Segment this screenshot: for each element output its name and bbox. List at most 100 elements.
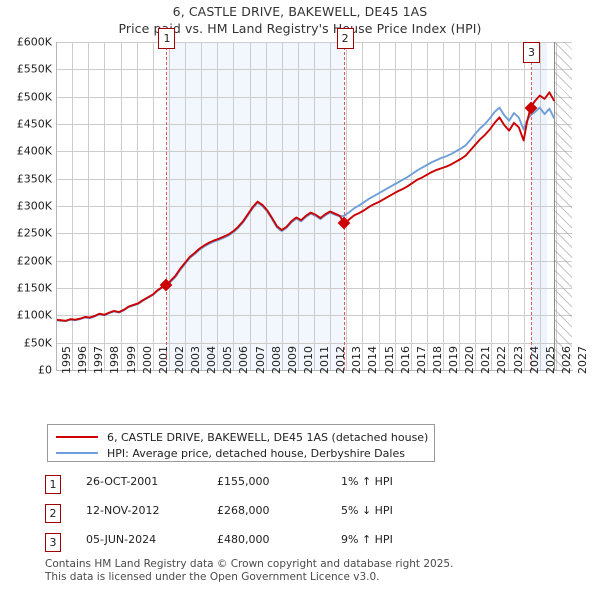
gridline-vertical (426, 42, 428, 370)
legend-item-0: 6, CASTLE DRIVE, BAKEWELL, DE45 1AS (det… (56, 428, 428, 446)
row-hpi-delta: 5% ↓ HPI (341, 504, 393, 517)
table-row[interactable]: 3 05-JUN-2024 £480,000 9% ↑ HPI (45, 533, 465, 553)
gridline-vertical (88, 42, 90, 370)
row-sale-date: 12-NOV-2012 (86, 504, 160, 517)
gridline-vertical (330, 42, 332, 370)
chart-area (56, 42, 572, 370)
gridline-vertical (281, 42, 283, 370)
sale-marker-badge-3[interactable]: 3 (523, 42, 541, 63)
row-sale-date: 05-JUN-2024 (86, 533, 157, 546)
y-axis-tick-label: £500K (16, 90, 52, 104)
gridline-vertical (378, 42, 380, 370)
x-axis-tick-label: 2021 (479, 346, 493, 374)
x-axis-tick-label: 1995 (60, 346, 73, 374)
y-axis-tick-label: £300K (16, 199, 52, 213)
sale-marker-badge-2[interactable]: 2 (336, 28, 354, 49)
row-marker-badge[interactable]: 2 (45, 504, 61, 523)
row-hpi-delta: 1% ↑ HPI (341, 475, 393, 488)
x-axis-tick-label: 1998 (108, 346, 122, 374)
y-axis-tick-label: £550K (16, 62, 52, 76)
x-axis-tick-label: 1997 (92, 346, 106, 374)
x-axis-tick-label: 2027 (576, 346, 589, 374)
y-axis-tick-label: £150K (16, 281, 52, 295)
x-axis-tick-label: 2026 (559, 346, 573, 374)
gridline-vertical (491, 42, 493, 370)
x-axis-tick-label: 2023 (511, 346, 525, 374)
gridline-vertical (410, 42, 412, 370)
footer-attribution: Contains HM Land Registry data © Crown c… (45, 558, 565, 584)
gridline-vertical (152, 42, 154, 370)
x-axis-tick-label: 2009 (285, 346, 299, 374)
gridline-vertical (249, 42, 251, 370)
x-axis-tick-label: 1999 (124, 346, 138, 374)
row-marker-badge[interactable]: 1 (45, 475, 61, 494)
gridline-vertical (136, 42, 138, 370)
gridline-vertical (217, 42, 219, 370)
row-hpi-delta: 9% ↑ HPI (341, 533, 393, 546)
x-axis-tick-label: 2015 (382, 346, 396, 374)
gridline-vertical (459, 42, 461, 370)
x-axis-tick-label: 1996 (76, 346, 90, 374)
row-marker-badge[interactable]: 3 (45, 533, 61, 552)
gridline-vertical (168, 42, 170, 370)
legend-item-label: HPI: Average price, detached house, Derb… (107, 446, 405, 460)
y-axis-tick-label: £250K (16, 226, 52, 240)
x-axis-tick-label: 2022 (495, 346, 509, 374)
page-title: 6, CASTLE DRIVE, BAKEWELL, DE45 1AS (172, 4, 428, 19)
gridline-vertical (362, 42, 364, 370)
x-axis-tick-label: 2006 (237, 346, 251, 374)
row-sale-price: £155,000 (217, 475, 270, 488)
x-axis-tick-label: 2002 (172, 346, 186, 374)
x-axis-tick-label: 2016 (398, 346, 412, 374)
line-price-paid (56, 91, 556, 322)
gridline-vertical (201, 42, 203, 370)
x-axis-tick-label: 2019 (447, 346, 460, 374)
gridline-vertical (104, 42, 106, 370)
gridline-vertical (265, 42, 267, 370)
legend-swatch-line (56, 436, 98, 438)
y-axis-tick-label: £400K (16, 144, 52, 158)
y-axis-tick-label: £50K (23, 336, 52, 350)
x-axis-tick-label: 2000 (140, 346, 154, 374)
gridline-vertical (346, 42, 348, 370)
sale-event-line-2 (344, 42, 346, 370)
x-axis-tick-label: 2020 (463, 346, 477, 374)
x-axis-tick-label: 2008 (269, 346, 283, 374)
legend-item-label: 6, CASTLE DRIVE, BAKEWELL, DE45 1AS (det… (107, 430, 429, 444)
x-axis-tick-label: 2011 (318, 346, 331, 374)
sale-marker-badge-1[interactable]: 1 (158, 28, 176, 49)
gridline-vertical (185, 42, 186, 370)
x-axis-tick-label: 2012 (334, 346, 348, 374)
future-projection-hatch (554, 42, 572, 370)
sale-event-line-3 (530, 42, 532, 370)
x-axis-tick-label: 2018 (430, 346, 444, 374)
y-axis-tick-label: £200K (16, 254, 52, 268)
x-axis-tick-label: 2005 (221, 346, 235, 374)
gridline-vertical (539, 42, 541, 370)
gridline-vertical (475, 42, 477, 370)
y-axis-tick-label: £350K (16, 172, 52, 186)
x-axis-tick-label: 2007 (253, 346, 267, 374)
y-axis-tick-label: £0 (38, 363, 52, 377)
table-row[interactable]: 1 26-OCT-2001 £155,000 1% ↑ HPI (45, 475, 465, 495)
x-axis-tick-label: 2010 (301, 346, 315, 374)
x-axis-tick-label: 2013 (350, 346, 364, 374)
x-axis-tick-label: 2017 (414, 346, 428, 374)
table-row[interactable]: 2 12-NOV-2012 £268,000 5% ↓ HPI (45, 504, 465, 524)
y-axis-tick-label: £100K (16, 308, 52, 322)
gridline-vertical (297, 42, 299, 370)
row-sale-price: £268,000 (217, 504, 270, 517)
plot-canvas (56, 42, 572, 370)
gridline-vertical (314, 42, 315, 370)
sale-event-line-1 (165, 42, 167, 370)
x-axis-tick-label: 2024 (527, 346, 541, 374)
x-axis-tick-label: 2001 (156, 346, 170, 374)
gridline-vertical (394, 42, 396, 370)
gridline-vertical (233, 42, 235, 370)
legend-swatch-line (56, 452, 98, 454)
row-sale-date: 26-OCT-2001 (86, 475, 159, 488)
x-axis-tick-label: 2014 (366, 346, 380, 374)
x-axis-tick-label: 2003 (189, 346, 202, 374)
footer-line-1: Contains HM Land Registry data © Crown c… (45, 558, 454, 570)
